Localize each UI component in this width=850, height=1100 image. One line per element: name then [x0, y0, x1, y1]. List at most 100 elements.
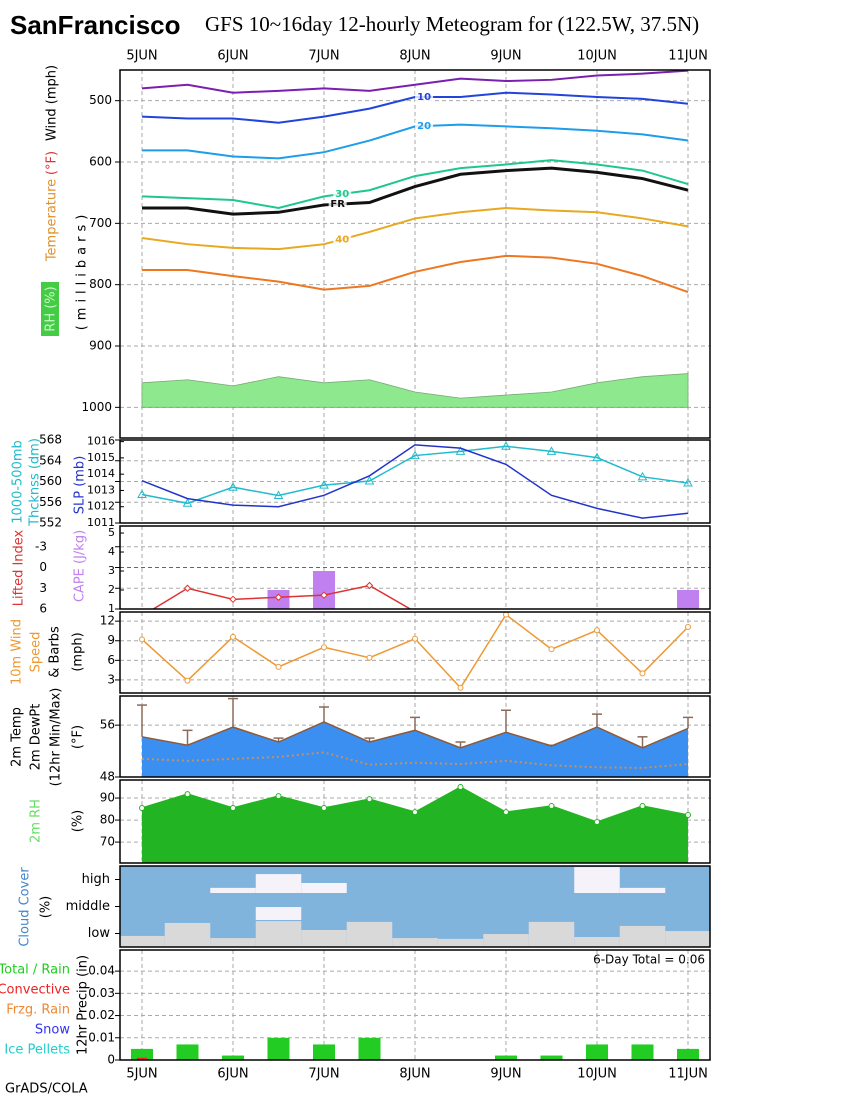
- panel: [120, 526, 710, 609]
- y-tick-label: 800: [89, 277, 112, 291]
- legend-entry: Snow: [35, 1023, 70, 1038]
- bar: [677, 1048, 699, 1060]
- x-tick-label: 6JUN: [217, 1067, 248, 1082]
- marker: [637, 471, 648, 481]
- y-tick-label: 556: [39, 495, 62, 509]
- y2-tick-label: 1: [108, 602, 115, 615]
- marker: [139, 636, 145, 643]
- y-tick-label: 500: [89, 93, 112, 107]
- isotherm: [142, 123, 689, 160]
- bar: [540, 1055, 563, 1060]
- isotherm-label: 10: [417, 92, 431, 103]
- panel: [120, 696, 710, 777]
- panel: [120, 612, 710, 693]
- marker: [182, 498, 193, 507]
- panel: [120, 866, 710, 947]
- isotherm: [141, 206, 689, 251]
- marker: [592, 452, 602, 462]
- axis-label: 12hr Precip (in): [76, 955, 91, 1055]
- y2-tick-label: 1016: [87, 435, 115, 448]
- marker: [183, 584, 192, 592]
- legend-entry: Frzg. Rain: [6, 1003, 70, 1018]
- bar: [137, 1057, 147, 1060]
- y-tick-label: 90: [100, 791, 115, 805]
- y-tick-label: 560: [39, 474, 62, 488]
- y2-tick-label: 1012: [87, 500, 115, 513]
- isotherm: [141, 70, 689, 94]
- line: [141, 445, 689, 505]
- panel-border: [119, 525, 711, 610]
- marker: [366, 796, 373, 803]
- bar: [495, 1055, 517, 1060]
- cloud-cell: [210, 887, 256, 893]
- bar: [313, 571, 335, 609]
- cloud-cell: [528, 921, 575, 947]
- bar: [358, 1037, 381, 1060]
- y-tick-label: -3: [35, 539, 47, 553]
- marker: [139, 804, 145, 811]
- y2-tick-label: 4: [108, 545, 115, 558]
- credit: GrADS/COLA: [5, 1082, 88, 1097]
- bar: [586, 1044, 608, 1060]
- bar: [222, 1055, 244, 1060]
- line: [141, 751, 689, 769]
- axis-label: Temperature: [45, 179, 60, 262]
- marker: [455, 446, 466, 455]
- marker: [503, 612, 509, 618]
- legend-entry: Total / Rain: [0, 963, 70, 978]
- axis-label: (%): [39, 896, 54, 919]
- subtitle: GFS 10~16day 12-hourly Meteogram for (12…: [205, 12, 699, 36]
- cloud-cell: [392, 938, 438, 947]
- y-tick-label: 3: [39, 581, 47, 595]
- y-tick-label: 0: [39, 560, 47, 574]
- panel-border: [119, 949, 711, 1061]
- marker: [230, 804, 236, 811]
- y-tick-label: 3: [107, 672, 115, 686]
- area: [142, 721, 688, 777]
- cloud-cell: [619, 925, 666, 947]
- label-bg: [415, 90, 434, 103]
- x-tick-label: 8JUN: [399, 1067, 430, 1082]
- cloud-cell: [437, 938, 484, 947]
- isotherm: [142, 166, 689, 216]
- axis-label: Lifted Index: [12, 529, 27, 606]
- x-tick-label: 9JUN: [490, 1067, 521, 1082]
- axis-label: (millibars): [75, 210, 90, 331]
- bar: [631, 1044, 654, 1060]
- x-tick-label: 7JUN: [308, 49, 339, 64]
- label-bg: [333, 187, 352, 200]
- y-tick-label: 0: [107, 1053, 115, 1067]
- x-tick-label: 8JUN: [399, 49, 430, 64]
- y-tick-label: 700: [89, 216, 112, 230]
- y-tick-label: 12: [100, 614, 115, 628]
- y-tick-label: 6: [107, 653, 115, 667]
- y-tick-label: 6: [39, 602, 47, 616]
- cloud-cell: [210, 938, 256, 947]
- axis-label: Thcknss (dm): [28, 438, 43, 527]
- y-tick-label: 552: [39, 516, 62, 530]
- axis-label: (°F): [71, 725, 86, 749]
- marker: [321, 644, 327, 651]
- marker: [548, 646, 555, 653]
- panel-border: [119, 69, 711, 439]
- y2-tick-label: 1013: [87, 483, 115, 496]
- axis-label: (mph): [71, 632, 86, 671]
- marker: [412, 635, 418, 642]
- cloud-cell: [665, 931, 710, 947]
- x-tick-label: 5JUN: [126, 49, 157, 64]
- y-tick-label: 0.02: [88, 1008, 115, 1022]
- label-bg: [333, 233, 352, 246]
- axis-label: 2m DewPt: [29, 704, 44, 771]
- panel-border: [119, 695, 711, 778]
- marker: [546, 446, 557, 455]
- line: [141, 721, 689, 749]
- x-tick-label: 5JUN: [126, 1067, 157, 1082]
- axis-label: 2m RH: [29, 799, 44, 843]
- y-tick-label: 0.01: [88, 1030, 115, 1044]
- rh-key: [41, 282, 59, 336]
- cloud-cell: [619, 887, 666, 893]
- axis-label: 10m Wind: [10, 619, 25, 685]
- marker: [683, 478, 693, 487]
- marker: [594, 819, 600, 826]
